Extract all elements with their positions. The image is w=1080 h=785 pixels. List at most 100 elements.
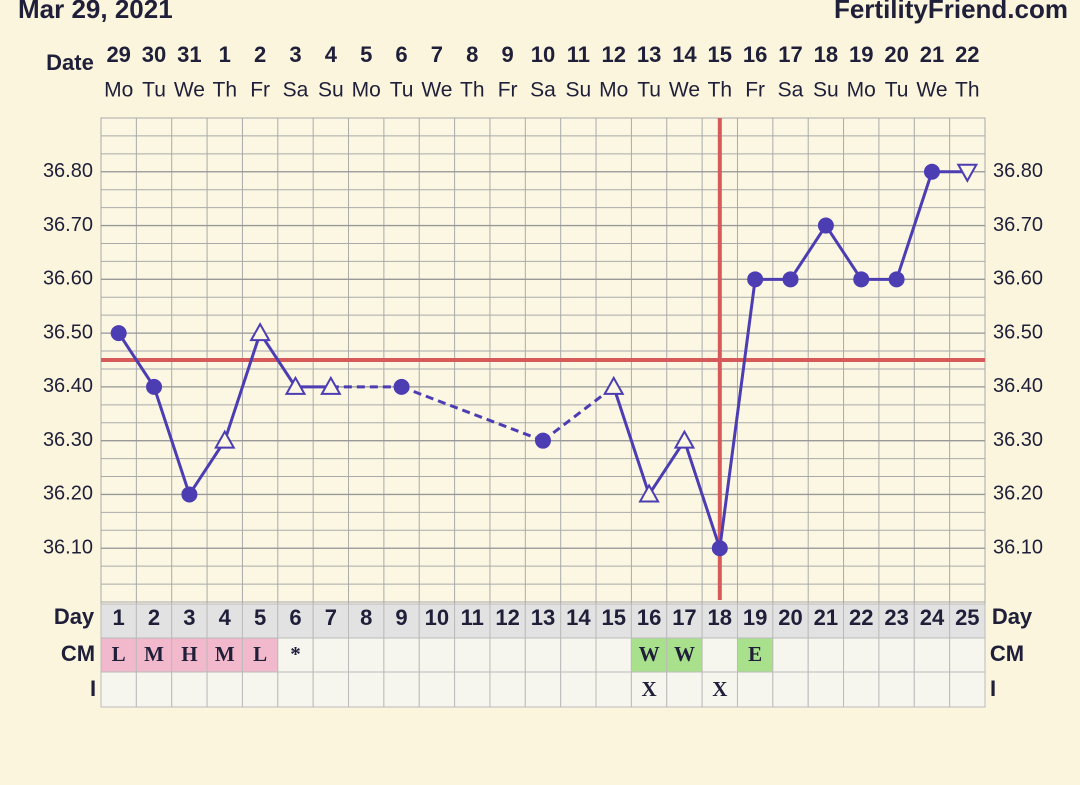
y-tick-label: 36.20 [43, 483, 93, 505]
weekday-label: Tu [390, 79, 414, 102]
cm-cell [736, 637, 774, 673]
day-number: 9 [395, 605, 407, 630]
cm-cell [100, 637, 137, 673]
cm-value: L [253, 642, 267, 666]
cm-cell [241, 637, 279, 673]
date-label: 19 [849, 42, 873, 67]
cm-value: W [674, 642, 695, 666]
day-number: 21 [814, 605, 838, 630]
y-tick-label: 36.70 [43, 214, 93, 236]
day-number: 4 [219, 605, 232, 630]
weekday-label: Fr [250, 79, 270, 102]
day-number: 1 [113, 605, 125, 630]
point [214, 429, 236, 449]
point [956, 163, 979, 183]
day-cell [560, 603, 597, 639]
cm-cell [383, 637, 420, 673]
cm-cell [701, 637, 738, 673]
cm-cell [348, 637, 385, 673]
cm-cell [171, 637, 208, 673]
cm-cell [524, 637, 562, 673]
cm-label: CM [990, 641, 1024, 666]
weekday-label: Tu [885, 79, 909, 102]
y-tick-label: 36.10 [43, 537, 93, 559]
cm-cell [489, 637, 526, 673]
i-cell [560, 671, 597, 708]
date-label: 16 [743, 42, 767, 67]
weekday-label: Th [213, 79, 238, 102]
i-value: X [712, 677, 727, 701]
day-number: 20 [778, 605, 802, 630]
date-label: 21 [920, 42, 944, 67]
day-number: 3 [183, 605, 195, 630]
date-label: 5 [360, 42, 372, 67]
day-number: 18 [708, 605, 732, 630]
day-number: 6 [289, 605, 301, 630]
day-label: Day [992, 604, 1033, 629]
i-cell [666, 671, 703, 708]
cm-cell [560, 637, 597, 673]
cm-cell [772, 637, 809, 673]
day-number: 13 [531, 605, 555, 630]
i-cell [595, 671, 632, 708]
day-cell [171, 603, 208, 639]
i-label: I [90, 676, 96, 701]
day-number: 14 [566, 605, 591, 630]
weekday-label: We [174, 79, 205, 102]
i-label: I [990, 676, 996, 701]
weekday-label: We [669, 79, 700, 102]
day-cell [348, 603, 385, 639]
day-number: 5 [254, 605, 266, 630]
i-cell [913, 671, 951, 708]
day-cell [100, 603, 137, 639]
i-cell [524, 671, 562, 708]
weekday-label: Su [813, 79, 839, 102]
point [535, 432, 551, 449]
date-label: 8 [466, 42, 478, 67]
point [853, 271, 870, 288]
i-cell [949, 671, 986, 708]
weekday-label: Th [955, 79, 980, 102]
date-label: 29 [106, 42, 130, 67]
y-tick-label: 36.10 [993, 537, 1043, 559]
day-number: 12 [495, 605, 519, 630]
line-segment [258, 332, 297, 388]
day-cell [701, 603, 738, 639]
y-tick-label: 36.80 [43, 160, 93, 182]
i-cell [418, 671, 456, 708]
cm-cell [418, 637, 456, 673]
y-tick-label: 36.70 [993, 214, 1043, 236]
y-tick-label: 36.50 [43, 321, 93, 343]
day-cell [277, 603, 314, 639]
day-number: 19 [743, 605, 767, 630]
date-label: 3 [289, 42, 301, 67]
cm-cell [454, 637, 491, 673]
brand: FertilityFriend.com [834, 0, 1068, 24]
cm-label: CM [61, 641, 95, 666]
y-tick-label: 36.40 [993, 375, 1043, 397]
day-number: 23 [884, 605, 908, 630]
day-number: 16 [637, 605, 661, 630]
day-number: 24 [920, 605, 945, 630]
weekday-label: Sa [778, 79, 804, 102]
i-cell [277, 671, 314, 708]
cm-cell [595, 637, 632, 673]
day-cell [666, 603, 703, 639]
line-segment [223, 332, 262, 442]
date-label: 17 [778, 42, 802, 67]
point [638, 483, 660, 503]
y-tick-label: 36.20 [993, 483, 1043, 505]
day-cell [595, 603, 632, 639]
cm-cell [630, 637, 668, 673]
date-label: 6 [395, 42, 407, 67]
point [249, 322, 271, 342]
weekday-label: Mo [352, 79, 381, 102]
i-cell [100, 671, 137, 708]
point [110, 325, 127, 342]
weekday-label: Tu [637, 79, 661, 102]
day-cell [772, 603, 809, 639]
cm-value: M [215, 642, 235, 666]
i-cell [383, 671, 420, 708]
point [923, 163, 940, 180]
i-cell [807, 671, 845, 708]
